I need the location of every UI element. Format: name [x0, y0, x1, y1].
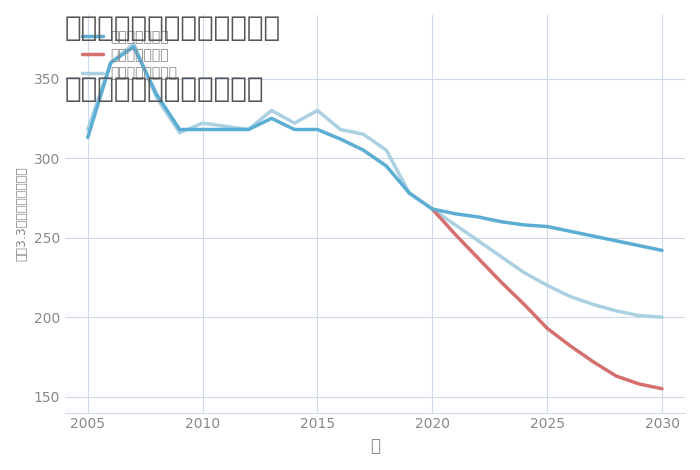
X-axis label: 年: 年	[370, 437, 380, 455]
ノーマルシナリオ	[153, 95, 161, 101]
バッドシナリオ	[428, 206, 437, 212]
グッドシナリオ	[451, 211, 459, 217]
バッドシナリオ	[589, 359, 597, 365]
グッドシナリオ	[474, 214, 482, 220]
ノーマルシナリオ	[359, 132, 368, 137]
グッドシナリオ	[566, 228, 574, 234]
ノーマルシナリオ	[198, 120, 206, 126]
バッドシナリオ	[635, 381, 643, 387]
ノーマルシナリオ	[566, 294, 574, 299]
バッドシナリオ	[658, 386, 666, 392]
ノーマルシナリオ	[474, 238, 482, 243]
グッドシナリオ	[612, 238, 620, 243]
グッドシナリオ	[106, 60, 115, 65]
ノーマルシナリオ	[244, 127, 253, 133]
ノーマルシナリオ	[428, 206, 437, 212]
バッドシナリオ	[612, 373, 620, 379]
ノーマルシナリオ	[221, 124, 230, 129]
グッドシナリオ	[520, 222, 528, 228]
グッドシナリオ	[290, 127, 299, 133]
グッドシナリオ	[405, 190, 414, 196]
グッドシナリオ	[314, 127, 322, 133]
ノーマルシナリオ	[336, 127, 344, 133]
ノーマルシナリオ	[589, 302, 597, 307]
バッドシナリオ	[520, 302, 528, 307]
Line: ノーマルシナリオ: ノーマルシナリオ	[88, 44, 662, 317]
グッドシナリオ	[359, 148, 368, 153]
グッドシナリオ	[244, 127, 253, 133]
ノーマルシナリオ	[497, 254, 505, 259]
グッドシナリオ	[658, 248, 666, 253]
Y-axis label: 坪（3.3㎡）単価（万円）: 坪（3.3㎡）単価（万円）	[15, 166, 28, 261]
グッドシナリオ	[130, 44, 138, 50]
グッドシナリオ	[543, 224, 552, 229]
ノーマルシナリオ	[543, 282, 552, 288]
ノーマルシナリオ	[106, 60, 115, 65]
ノーマルシナリオ	[130, 41, 138, 47]
Text: 中古マンションの価格推移: 中古マンションの価格推移	[65, 75, 265, 103]
グッドシナリオ	[267, 116, 276, 121]
ノーマルシナリオ	[405, 190, 414, 196]
ノーマルシナリオ	[290, 120, 299, 126]
ノーマルシナリオ	[520, 270, 528, 275]
バッドシナリオ	[474, 256, 482, 261]
ノーマルシナリオ	[658, 314, 666, 320]
Legend: グッドシナリオ, バッドシナリオ, ノーマルシナリオ: グッドシナリオ, バッドシナリオ, ノーマルシナリオ	[78, 26, 181, 85]
グッドシナリオ	[198, 127, 206, 133]
グッドシナリオ	[497, 219, 505, 225]
グッドシナリオ	[336, 136, 344, 142]
バッドシナリオ	[497, 279, 505, 285]
Text: 神奈川県横浜市中区太田町の: 神奈川県横浜市中区太田町の	[65, 14, 281, 42]
グッドシナリオ	[176, 127, 184, 133]
Line: グッドシナリオ: グッドシナリオ	[88, 47, 662, 251]
ノーマルシナリオ	[382, 148, 391, 153]
ノーマルシナリオ	[314, 108, 322, 113]
ノーマルシナリオ	[83, 127, 92, 133]
ノーマルシナリオ	[612, 308, 620, 313]
グッドシナリオ	[589, 233, 597, 239]
グッドシナリオ	[153, 92, 161, 97]
バッドシナリオ	[451, 232, 459, 237]
バッドシナリオ	[543, 326, 552, 331]
グッドシナリオ	[635, 243, 643, 249]
ノーマルシナリオ	[176, 130, 184, 135]
Line: バッドシナリオ: バッドシナリオ	[433, 209, 662, 389]
ノーマルシナリオ	[267, 108, 276, 113]
グッドシナリオ	[382, 163, 391, 169]
バッドシナリオ	[566, 343, 574, 349]
グッドシナリオ	[428, 206, 437, 212]
ノーマルシナリオ	[635, 313, 643, 318]
グッドシナリオ	[83, 134, 92, 140]
グッドシナリオ	[221, 127, 230, 133]
ノーマルシナリオ	[451, 222, 459, 228]
